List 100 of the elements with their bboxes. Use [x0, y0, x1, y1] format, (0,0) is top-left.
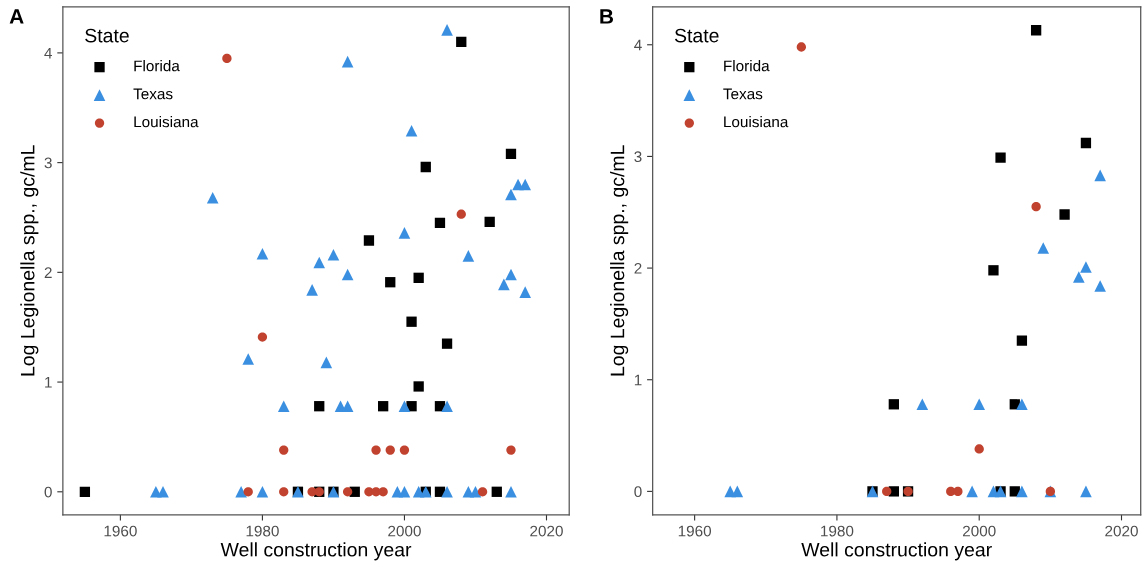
- point: [888, 486, 899, 497]
- chart-title: A: [9, 9, 24, 24]
- point: [477, 487, 488, 497]
- legend-label: Texas: [723, 88, 763, 100]
- legend-title: State: [85, 28, 129, 43]
- point: [491, 486, 502, 497]
- chart-title: B: [600, 9, 614, 24]
- point: [506, 445, 516, 455]
- y-tick-label: 3: [634, 151, 642, 163]
- point: [1059, 209, 1070, 220]
- y-tick-label: 3: [44, 157, 52, 169]
- point: [342, 487, 353, 497]
- point: [1016, 335, 1028, 346]
- point: [1080, 137, 1092, 149]
- point: [973, 398, 986, 411]
- y-tick-label: 0: [44, 486, 52, 498]
- point: [320, 356, 333, 369]
- point: [327, 248, 340, 261]
- x-tick-label: 2000: [962, 525, 996, 537]
- point: [242, 353, 255, 365]
- point: [206, 191, 219, 204]
- point: [953, 486, 963, 497]
- point: [378, 487, 388, 497]
- y-axis-title: Log Legionella spp., gc/mL: [610, 145, 629, 376]
- point: [399, 445, 410, 455]
- point: [462, 250, 475, 262]
- point: [974, 444, 984, 454]
- point: [1016, 398, 1028, 411]
- point: [378, 401, 389, 412]
- point: [279, 445, 289, 455]
- point: [519, 286, 531, 298]
- point: [398, 485, 411, 498]
- point: [441, 338, 453, 349]
- point: [235, 485, 247, 498]
- point: [882, 486, 892, 497]
- point: [313, 256, 326, 269]
- point: [456, 36, 467, 48]
- y-tick-label: 1: [45, 377, 52, 388]
- point: [341, 268, 354, 281]
- point: [413, 272, 424, 283]
- point: [306, 284, 318, 296]
- point: [371, 445, 381, 455]
- legend-title: State: [674, 28, 719, 43]
- y-tick-label: 0: [634, 486, 642, 498]
- x-tick-label: 1980: [246, 525, 279, 537]
- point: [413, 381, 424, 392]
- point: [441, 400, 453, 413]
- point: [398, 227, 411, 239]
- point: [385, 277, 396, 288]
- point: [314, 401, 325, 412]
- y-tick-label: 2: [44, 267, 52, 278]
- legend-label: Louisiana: [134, 116, 199, 128]
- point: [441, 24, 453, 36]
- point: [398, 400, 411, 413]
- y-axis-title: Log Legionella spp., gc/mL: [20, 145, 39, 376]
- point: [434, 217, 446, 229]
- point: [888, 399, 899, 410]
- point: [277, 400, 290, 413]
- y-tick-label: 1: [634, 374, 642, 386]
- point: [456, 209, 466, 219]
- y-tick-label: 4: [634, 39, 642, 51]
- point: [505, 485, 517, 498]
- point: [1031, 202, 1041, 212]
- point: [1080, 485, 1092, 498]
- y-tick-label: 4: [44, 47, 52, 59]
- point: [279, 487, 289, 497]
- point: [1094, 280, 1106, 292]
- point: [988, 265, 999, 276]
- point: [341, 55, 354, 68]
- y-tick-label: 2: [634, 262, 642, 274]
- point: [498, 278, 510, 291]
- point: [243, 487, 253, 497]
- point: [519, 178, 531, 191]
- x-tick-label: 2020: [530, 525, 563, 537]
- point: [256, 485, 269, 498]
- point: [966, 485, 978, 498]
- point: [796, 42, 807, 52]
- x-tick-label: 1960: [104, 525, 137, 537]
- point: [995, 152, 1006, 163]
- point: [1037, 242, 1050, 254]
- point: [469, 485, 482, 498]
- point: [1094, 169, 1106, 182]
- point: [405, 124, 418, 137]
- point: [257, 332, 268, 342]
- point: [505, 148, 517, 159]
- x-axis-title: Well construction year: [801, 542, 992, 561]
- x-tick-label: 1980: [821, 525, 854, 537]
- point: [1080, 261, 1092, 273]
- x-tick-label: 2020: [1105, 525, 1138, 537]
- legend-label: Texas: [133, 88, 173, 100]
- x-tick-label: 2000: [388, 525, 421, 537]
- point: [484, 216, 495, 228]
- legend-label: Florida: [724, 60, 770, 72]
- point: [1030, 25, 1042, 36]
- legend-label: Florida: [134, 60, 180, 72]
- point: [79, 486, 91, 497]
- point: [1073, 271, 1085, 283]
- point: [256, 247, 269, 260]
- point: [222, 53, 232, 64]
- point: [406, 316, 417, 327]
